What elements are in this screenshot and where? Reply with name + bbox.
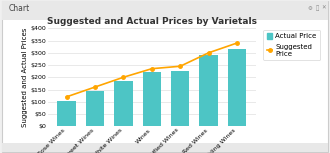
Text: Chart: Chart <box>8 4 29 13</box>
Y-axis label: Suggested and Actual Prices: Suggested and Actual Prices <box>22 28 28 127</box>
Title: Suggested and Actual Prices by Varietals: Suggested and Actual Prices by Varietals <box>47 17 257 26</box>
Bar <box>57 101 76 126</box>
FancyBboxPatch shape <box>2 1 328 20</box>
Bar <box>228 49 246 126</box>
Text: ⚙: ⚙ <box>308 6 313 11</box>
Bar <box>171 71 189 126</box>
FancyBboxPatch shape <box>2 143 328 152</box>
Bar <box>86 91 104 126</box>
Legend: Actual Price, Suggested
Price: Actual Price, Suggested Price <box>263 30 320 60</box>
Bar <box>143 72 161 126</box>
FancyBboxPatch shape <box>2 1 328 152</box>
Text: ⛶: ⛶ <box>316 6 319 11</box>
Bar <box>199 55 218 126</box>
Bar <box>114 81 133 126</box>
Text: ✕: ✕ <box>321 6 326 11</box>
